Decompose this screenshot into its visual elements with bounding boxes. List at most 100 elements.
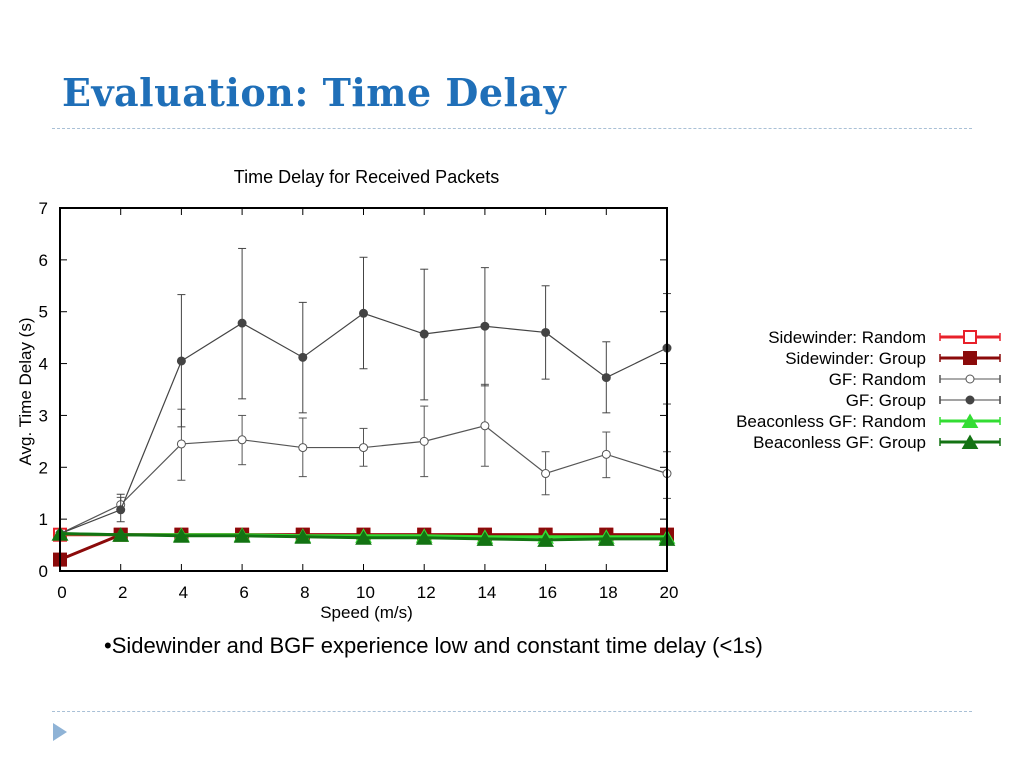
- x-tick-label: 0: [57, 583, 66, 602]
- data-point: [601, 373, 611, 383]
- data-point-shape: [601, 449, 611, 459]
- y-tick-label: 1: [39, 510, 48, 529]
- legend-marker: [963, 351, 977, 365]
- data-point-shape: [480, 321, 490, 331]
- legend-marker-shape: [965, 395, 975, 405]
- x-tick-label: 10: [356, 583, 375, 602]
- data-point: [480, 321, 490, 331]
- data-point-shape: [355, 530, 372, 545]
- data-point: [597, 531, 615, 546]
- data-point: [480, 421, 490, 431]
- data-point-shape: [298, 443, 308, 453]
- x-tick-label: 4: [179, 583, 188, 602]
- data-point-shape: [541, 469, 551, 479]
- data-point: [112, 527, 130, 542]
- data-point: [237, 318, 247, 328]
- plot-frame: [59, 207, 668, 572]
- data-point-shape: [419, 436, 429, 446]
- x-tick-label: 16: [538, 583, 557, 602]
- chart-title: Time Delay for Received Packets: [234, 167, 499, 187]
- bullet-label: Sidewinder and BGF experience low and co…: [111, 633, 763, 658]
- data-point: [298, 443, 308, 453]
- data-point-shape: [176, 439, 186, 449]
- data-point: [233, 528, 251, 543]
- data-point: [476, 531, 494, 546]
- bullet-marker: •: [104, 633, 112, 658]
- data-point-shape: [541, 327, 551, 337]
- x-tick-label: 2: [118, 583, 127, 602]
- legend-marker-shape: [963, 351, 977, 365]
- legend-label: Sidewinder: Random: [768, 328, 926, 347]
- data-point-shape: [359, 443, 368, 453]
- data-point-shape: [597, 531, 615, 546]
- data-point: [541, 469, 551, 479]
- data-point-shape: [237, 318, 247, 328]
- data-point-shape: [419, 329, 429, 339]
- legend-label: Beaconless GF: Random: [736, 412, 926, 431]
- data-point: [419, 329, 429, 339]
- data-point-shape: [112, 527, 130, 542]
- data-point-shape: [601, 373, 611, 383]
- data-point: [116, 505, 126, 515]
- legend-marker-shape: [965, 374, 975, 384]
- triangle-right-icon[interactable]: [52, 722, 68, 742]
- data-point-shape: [298, 352, 308, 362]
- data-point: [419, 436, 429, 446]
- x-axis-label: Speed (m/s): [320, 603, 413, 622]
- data-point-shape: [176, 356, 186, 366]
- legend-marker: [963, 330, 977, 344]
- x-tick-label: 6: [239, 583, 248, 602]
- x-tick-label: 8: [300, 583, 309, 602]
- y-axis-label: Avg. Time Delay (s): [16, 317, 35, 465]
- data-point: [355, 530, 372, 545]
- legend-marker-shape: [963, 330, 977, 344]
- y-tick-label: 6: [39, 251, 48, 270]
- y-tick-label: 0: [39, 562, 48, 581]
- y-tick-label: 7: [39, 199, 48, 218]
- legend-label: GF: Group: [846, 391, 926, 410]
- data-point: [541, 327, 551, 337]
- data-point: [537, 532, 554, 547]
- legend-marker-shape: [961, 434, 979, 449]
- data-point: [176, 356, 186, 366]
- x-tick-label: 20: [660, 583, 679, 602]
- data-point: [415, 530, 433, 545]
- x-tick-label: 12: [417, 583, 436, 602]
- data-point-shape: [476, 531, 494, 546]
- legend-marker: [965, 395, 975, 405]
- legend-label: Beaconless GF: Group: [753, 433, 926, 452]
- legend-label: GF: Random: [829, 370, 926, 389]
- y-tick-label: 2: [39, 458, 48, 477]
- data-point-shape: [294, 529, 312, 544]
- data-point: [176, 439, 186, 449]
- slide-title: Evaluation: Time Delay: [62, 70, 567, 115]
- data-point: [237, 435, 247, 445]
- data-point-shape: [359, 308, 368, 318]
- data-point-shape: [537, 532, 554, 547]
- y-tick-label: 3: [39, 406, 48, 425]
- data-point: [173, 528, 190, 543]
- data-point: [294, 529, 312, 544]
- bullet-text: •Sidewinder and BGF experience low and c…: [104, 633, 763, 659]
- x-tick-label: 18: [599, 583, 618, 602]
- data-point: [359, 443, 368, 453]
- legend-marker: [961, 413, 979, 428]
- data-point: [298, 352, 308, 362]
- data-point: [359, 308, 368, 318]
- data-point-shape: [480, 421, 490, 431]
- data-point: [601, 449, 611, 459]
- footer-divider: [52, 711, 972, 712]
- data-point-shape: [415, 530, 433, 545]
- y-tick-label: 4: [39, 355, 48, 374]
- title-divider: [52, 128, 972, 129]
- data-point-shape: [233, 528, 251, 543]
- legend-marker: [961, 434, 979, 449]
- data-point-shape: [173, 528, 190, 543]
- data-point-shape: [237, 435, 247, 445]
- y-tick-label: 5: [39, 303, 48, 322]
- data-point-shape: [116, 505, 126, 515]
- legend-marker: [965, 374, 975, 384]
- legend-label: Sidewinder: Group: [785, 349, 926, 368]
- x-tick-label: 14: [477, 583, 496, 602]
